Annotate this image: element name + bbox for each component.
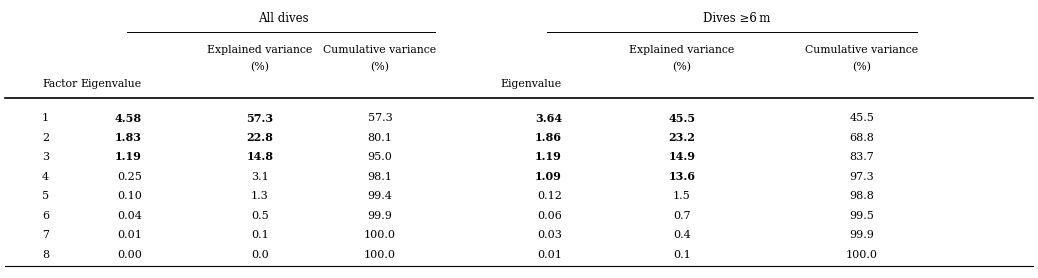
Text: 0.25: 0.25 [117,172,142,182]
Text: Factor: Factor [42,79,77,89]
Text: 98.1: 98.1 [367,172,392,182]
Text: 45.5: 45.5 [668,113,695,123]
Text: 3: 3 [42,152,49,162]
Text: 68.8: 68.8 [849,133,874,143]
Text: Eigenvalue: Eigenvalue [81,79,142,89]
Text: 4.58: 4.58 [115,113,142,123]
Text: 0.06: 0.06 [537,210,562,220]
Text: 8: 8 [42,249,49,259]
Text: 0.5: 0.5 [251,210,269,220]
Text: Explained variance: Explained variance [208,45,312,55]
Text: 97.3: 97.3 [850,172,874,182]
Text: 99.5: 99.5 [849,210,874,220]
Text: Eigenvalue: Eigenvalue [501,79,562,89]
Text: Dives ≥6 m: Dives ≥6 m [704,11,770,24]
Text: Cumulative variance: Cumulative variance [324,45,437,55]
Text: (%): (%) [250,62,270,72]
Text: 99.9: 99.9 [367,210,392,220]
Text: 100.0: 100.0 [364,230,397,240]
Text: 1.86: 1.86 [535,132,562,143]
Text: 0.00: 0.00 [117,249,142,259]
Text: 57.3: 57.3 [367,113,392,123]
Text: 3.1: 3.1 [251,172,269,182]
Text: (%): (%) [852,62,872,72]
Text: 100.0: 100.0 [846,249,878,259]
Text: 1.19: 1.19 [115,152,142,163]
Text: 23.2: 23.2 [668,132,695,143]
Text: 13.6: 13.6 [668,171,695,182]
Text: 0.10: 0.10 [117,191,142,201]
Text: 100.0: 100.0 [364,249,397,259]
Text: 0.7: 0.7 [674,210,691,220]
Text: 1.19: 1.19 [536,152,562,163]
Text: 2: 2 [42,133,49,143]
Text: 45.5: 45.5 [849,113,874,123]
Text: 7: 7 [42,230,49,240]
Text: 1.5: 1.5 [673,191,691,201]
Text: 1.83: 1.83 [115,132,142,143]
Text: 1.09: 1.09 [536,171,562,182]
Text: 0.1: 0.1 [251,230,269,240]
Text: 6: 6 [42,210,49,220]
Text: 0.03: 0.03 [537,230,562,240]
Text: 0.04: 0.04 [117,210,142,220]
Text: 14.8: 14.8 [246,152,273,163]
Text: 57.3: 57.3 [246,113,274,123]
Text: 99.4: 99.4 [367,191,392,201]
Text: 14.9: 14.9 [668,152,695,163]
Text: (%): (%) [371,62,389,72]
Text: 99.9: 99.9 [849,230,874,240]
Text: 0.1: 0.1 [673,249,691,259]
Text: 83.7: 83.7 [850,152,874,162]
Text: 3.64: 3.64 [535,113,562,123]
Text: 80.1: 80.1 [367,133,392,143]
Text: 0.01: 0.01 [117,230,142,240]
Text: (%): (%) [673,62,691,72]
Text: Explained variance: Explained variance [629,45,735,55]
Text: 5: 5 [42,191,49,201]
Text: 0.0: 0.0 [251,249,269,259]
Text: 22.8: 22.8 [247,132,273,143]
Text: 0.4: 0.4 [673,230,691,240]
Text: All dives: All dives [258,11,309,24]
Text: Cumulative variance: Cumulative variance [805,45,919,55]
Text: 4: 4 [42,172,49,182]
Text: 1: 1 [42,113,49,123]
Text: 1.3: 1.3 [251,191,269,201]
Text: 95.0: 95.0 [367,152,392,162]
Text: 98.8: 98.8 [849,191,874,201]
Text: 0.01: 0.01 [537,249,562,259]
Text: 0.12: 0.12 [537,191,562,201]
